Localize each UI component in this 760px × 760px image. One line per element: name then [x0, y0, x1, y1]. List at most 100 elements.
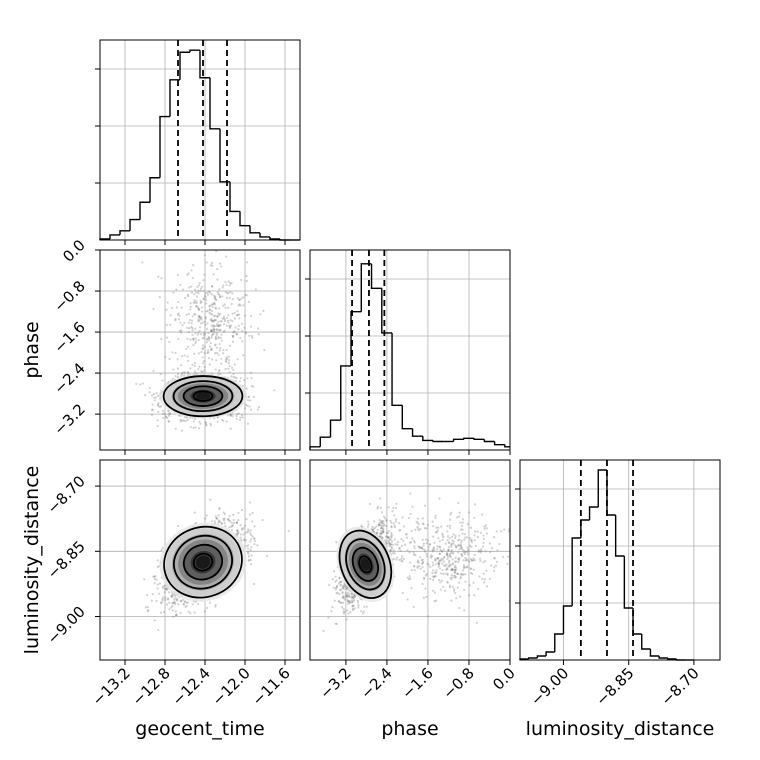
sample-point — [456, 572, 459, 575]
sample-point — [213, 303, 216, 306]
hist-bar — [269, 236, 280, 240]
sample-point — [434, 599, 438, 602]
sample-point — [247, 528, 250, 531]
sample-point — [246, 261, 249, 264]
sample-point — [244, 332, 248, 335]
sample-point — [424, 587, 427, 590]
sample-point — [215, 517, 218, 520]
sample-point — [197, 314, 200, 317]
sample-point — [199, 317, 202, 320]
sample-point — [206, 322, 209, 325]
sample-point — [211, 313, 214, 316]
sample-point — [383, 523, 386, 526]
sample-point — [167, 591, 171, 594]
sample-point — [159, 372, 162, 376]
sample-point — [185, 604, 188, 607]
sample-point — [473, 539, 476, 542]
sample-point — [201, 347, 205, 350]
sample-point — [253, 525, 256, 528]
sample-point — [172, 615, 175, 618]
sample-point — [191, 315, 194, 318]
sample-point — [168, 357, 171, 361]
sample-point — [431, 564, 435, 567]
sample-point — [380, 511, 384, 514]
sample-point — [437, 565, 440, 568]
sample-point — [429, 556, 432, 559]
sample-point — [210, 319, 213, 323]
sample-point — [171, 601, 174, 605]
sample-point — [216, 517, 219, 520]
hist-bar — [641, 634, 651, 650]
sample-point — [215, 346, 218, 349]
sample-point — [187, 321, 190, 324]
sample-point — [245, 545, 248, 548]
sample-point — [230, 525, 233, 528]
sample-point — [338, 588, 342, 592]
sample-point — [199, 299, 202, 303]
sample-point — [229, 414, 232, 417]
sample-point — [249, 532, 252, 535]
sample-point — [156, 565, 159, 569]
sample-point — [233, 363, 236, 366]
sample-point — [384, 542, 388, 545]
sample-point — [232, 368, 235, 372]
sample-point — [195, 304, 198, 308]
sample-point — [382, 524, 385, 527]
sample-point — [220, 333, 223, 336]
sample-point — [221, 418, 224, 421]
sample-point — [327, 616, 330, 619]
sample-point — [238, 418, 242, 421]
sample-point — [465, 558, 468, 561]
sample-point — [401, 560, 404, 563]
sample-point — [165, 416, 168, 419]
sample-point — [213, 315, 216, 318]
sample-point — [436, 545, 439, 548]
sample-point — [198, 420, 201, 424]
sample-point — [203, 352, 206, 355]
sample-point — [459, 544, 462, 547]
sample-point — [423, 527, 427, 530]
sample-point — [357, 603, 360, 607]
sample-point — [376, 528, 379, 532]
sample-point — [198, 427, 201, 430]
sample-point — [180, 374, 183, 377]
sample-point — [235, 521, 239, 525]
sample-point — [385, 518, 388, 522]
sample-point — [191, 603, 194, 606]
sample-point — [470, 539, 473, 542]
sample-point — [405, 533, 408, 536]
sample-point — [245, 294, 248, 297]
sample-point — [205, 341, 209, 344]
sample-point — [139, 383, 142, 386]
sample-point — [469, 557, 473, 561]
sample-point — [400, 538, 403, 541]
sample-point — [197, 284, 201, 287]
panel-frame — [99, 459, 301, 661]
sample-point — [203, 517, 207, 520]
sample-point — [203, 366, 206, 369]
sample-point — [215, 333, 218, 337]
sample-point — [462, 563, 465, 567]
sample-point — [231, 298, 234, 301]
sample-point — [201, 370, 204, 374]
sample-point — [229, 413, 232, 417]
sample-point — [226, 319, 229, 322]
sample-point — [342, 587, 346, 591]
sample-point — [168, 601, 171, 604]
sample-point — [236, 529, 239, 532]
sample-point — [208, 308, 211, 312]
sample-point — [202, 279, 205, 282]
sample-point — [237, 324, 240, 327]
sample-point — [227, 362, 230, 365]
sample-point — [197, 289, 200, 292]
sample-point — [409, 561, 412, 564]
sample-point — [454, 556, 457, 559]
sample-point — [169, 323, 172, 326]
sample-point — [244, 403, 248, 406]
sample-point — [341, 586, 344, 590]
sample-point — [150, 599, 153, 602]
sample-point — [164, 355, 167, 359]
sample-point — [435, 531, 438, 534]
sample-point — [167, 598, 170, 601]
sample-point — [218, 288, 221, 291]
